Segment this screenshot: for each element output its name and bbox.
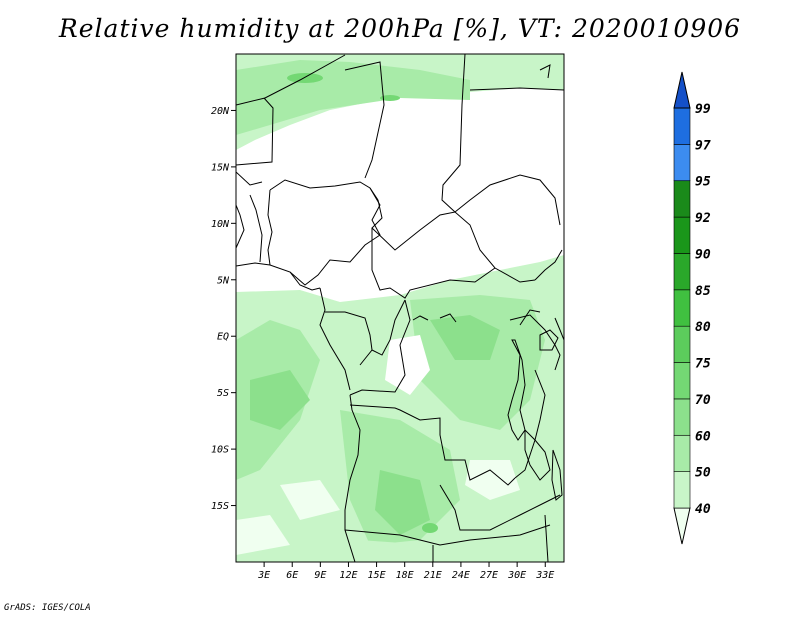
colorbar-level-label: 70 — [695, 393, 711, 408]
colorbar-segment — [673, 180, 691, 218]
lon-tick-label: 33E — [535, 570, 554, 581]
lon-tick-label: 15E — [368, 570, 386, 581]
lat-tick-label: 15S — [211, 501, 229, 512]
colorbar-segment — [673, 216, 691, 254]
colorbar-segment — [673, 144, 691, 182]
grads-credit: GrADS: IGES/COLA — [4, 603, 91, 613]
country-boundaries — [236, 54, 564, 562]
colorbar-segment — [673, 325, 691, 363]
lat-tick-label: 10S — [211, 445, 229, 456]
lat-tick-label: 5N — [217, 275, 230, 286]
lon-tick-label: 21E — [424, 570, 442, 581]
colorbar-level-label: 92 — [695, 211, 711, 226]
lon-tick-label: 27E — [480, 570, 498, 581]
lon-tick-label: 6E — [286, 570, 298, 581]
lon-tick-label: 3E — [257, 570, 270, 581]
colorbar-upper-arrow — [673, 71, 691, 109]
humidity-field — [236, 54, 564, 562]
colorbar-level-label: 97 — [695, 138, 711, 153]
lon-tick-label: 9E — [314, 570, 326, 581]
latitude-axis: 20N 15N 10N 5N EQ 5S 10S 15S — [211, 106, 236, 512]
lat-tick-label: 20N — [211, 106, 230, 117]
colorbar-segment — [673, 434, 691, 472]
colorbar-level-label: 50 — [695, 466, 711, 481]
colorbar-level-label: 75 — [695, 357, 711, 372]
colorbar-level-label: 80 — [695, 320, 711, 335]
colorbar-level-label: 99 — [695, 102, 711, 117]
lon-tick-label: 12E — [339, 570, 357, 581]
map-title: Relative humidity at 200hPa [%], VT: 202… — [58, 14, 742, 43]
colorbar: 40 50 60 70 75 80 85 90 92 95 97 99 — [673, 71, 711, 545]
colorbar-segment — [673, 398, 691, 436]
lat-tick-label: EQ — [217, 332, 229, 343]
colorbar-segment — [673, 107, 691, 145]
colorbar-segment — [673, 362, 691, 400]
colorbar-level-label: 85 — [695, 284, 711, 299]
colorbar-level-label: 95 — [695, 175, 711, 190]
lat-tick-label: 5S — [217, 388, 229, 399]
colorbar-lower-arrow — [673, 507, 691, 545]
lon-tick-label: 30E — [507, 570, 526, 581]
colorbar-level-label: 60 — [695, 429, 711, 444]
colorbar-segment — [673, 471, 691, 509]
lon-tick-label: 24E — [452, 570, 470, 581]
colorbar-level-label: 90 — [695, 247, 711, 262]
lat-tick-label: 10N — [211, 219, 230, 230]
map-frame — [235, 53, 565, 563]
colorbar-level-label: 40 — [695, 502, 711, 517]
lat-tick-label: 15N — [211, 162, 230, 173]
longitude-axis: 3E 6E 9E 12E 15E 18E 21E 24E 27E 30E 33E — [257, 562, 554, 581]
colorbar-segment — [673, 289, 691, 327]
lon-tick-label: 18E — [396, 570, 414, 581]
colorbar-segment — [673, 253, 691, 291]
